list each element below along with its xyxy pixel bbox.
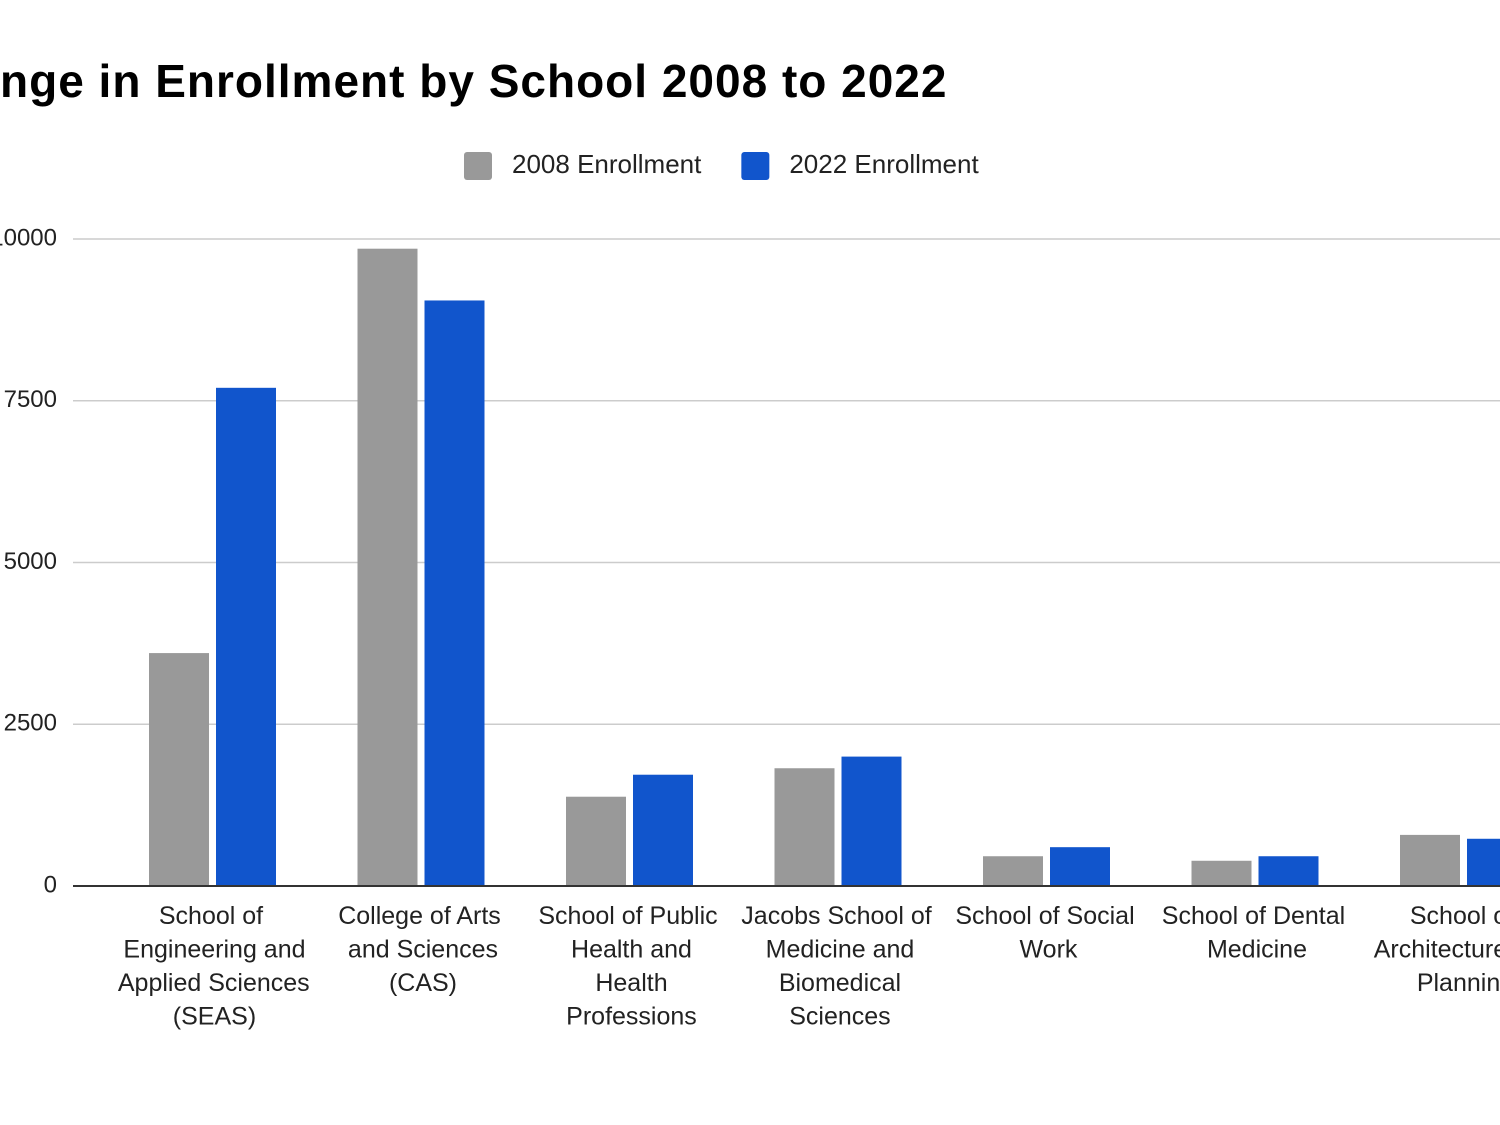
- legend-swatch: [741, 152, 770, 180]
- bar: [1191, 860, 1252, 886]
- bar: [216, 387, 276, 886]
- y-tick-label: 10000: [0, 224, 57, 251]
- bar: [983, 856, 1043, 886]
- y-tick-label: 0: [44, 871, 57, 898]
- y-tick-label: 7500: [4, 386, 57, 413]
- x-tick-label: School of Social Work: [955, 902, 1134, 964]
- bar: [1050, 847, 1110, 886]
- x-tick-label: Jacobs School of Medicine and Biomedical…: [741, 902, 931, 1031]
- bar: [424, 300, 485, 887]
- bar: [774, 768, 835, 886]
- bar: [1258, 856, 1319, 886]
- bar: [357, 248, 418, 886]
- bar: [841, 756, 902, 886]
- y-tick-label: 2500: [4, 710, 57, 737]
- bar: [149, 653, 209, 886]
- legend-label: 2008 Enrollment: [512, 149, 702, 179]
- x-tick-label: College of Arts and Sciences (CAS): [338, 902, 501, 997]
- x-tick-label: School of Architecture and Planning: [1368, 902, 1500, 997]
- x-tick-label: School of Engineering and Applied Scienc…: [112, 902, 309, 1031]
- x-tick-label: School of Public Health and Health Profe…: [538, 902, 717, 1031]
- bar: [566, 796, 626, 886]
- legend-swatch: [464, 152, 492, 180]
- x-tick-label: School of Dental Medicine: [1162, 902, 1345, 964]
- bar: [1467, 838, 1500, 886]
- legend-label: 2022 Enrollment: [789, 149, 979, 179]
- chart-title: nge in Enrollment by School 2008 to 2022: [0, 55, 947, 107]
- y-tick-label: 5000: [4, 548, 57, 575]
- bar: [1400, 834, 1460, 886]
- bar: [633, 774, 693, 886]
